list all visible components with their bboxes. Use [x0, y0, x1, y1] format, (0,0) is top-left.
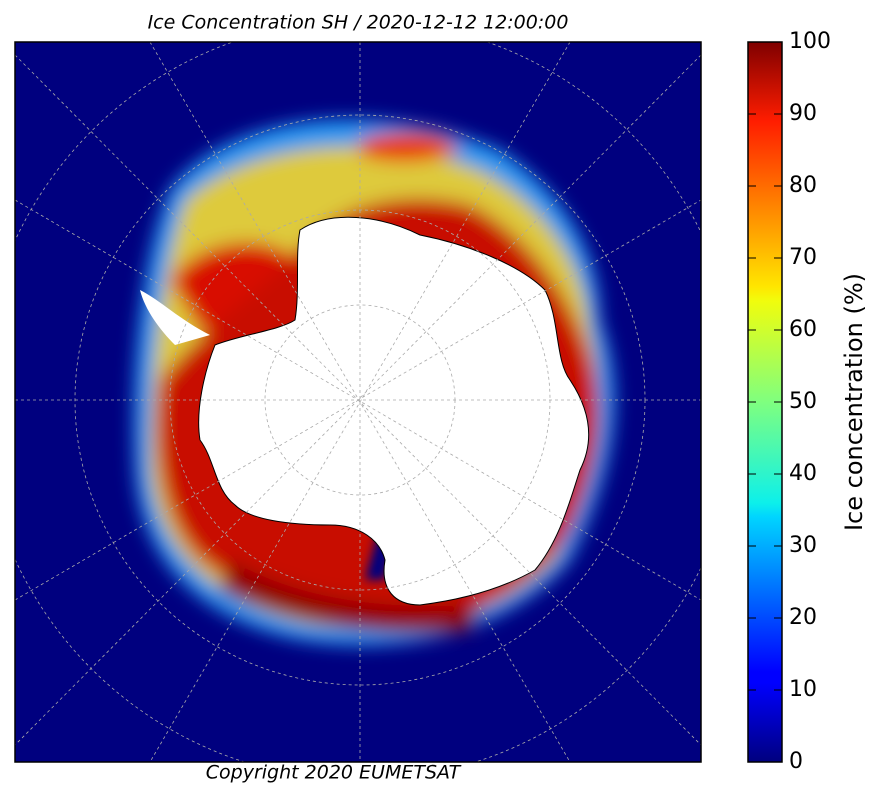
tick-label: 70	[789, 245, 817, 270]
tick-label: 50	[789, 389, 817, 414]
colorbar-label: Ice concentration (%)	[840, 273, 868, 531]
map-frame	[14, 41, 702, 763]
tick-label: 80	[789, 173, 817, 198]
tick-label: 90	[789, 101, 817, 126]
tick-label: 0	[789, 749, 803, 774]
tick-label: 60	[789, 317, 817, 342]
tick-label: 30	[789, 533, 817, 558]
tick-label: 100	[789, 29, 831, 54]
antarctica	[198, 216, 590, 606]
tick-label: 10	[789, 677, 817, 702]
copyright: Copyright 2020 EUMETSAT	[206, 762, 462, 784]
tick-label: 40	[789, 461, 817, 486]
peninsula	[140, 290, 210, 345]
map-title: Ice Concentration SH / 2020-12-12 12:00:…	[148, 12, 569, 34]
colorbar-ticks: 0 10 20 30 40 50 60 70 80 90 100	[748, 29, 831, 774]
graticule	[15, 42, 701, 762]
tick-label: 20	[789, 605, 817, 630]
map	[15, 42, 701, 762]
